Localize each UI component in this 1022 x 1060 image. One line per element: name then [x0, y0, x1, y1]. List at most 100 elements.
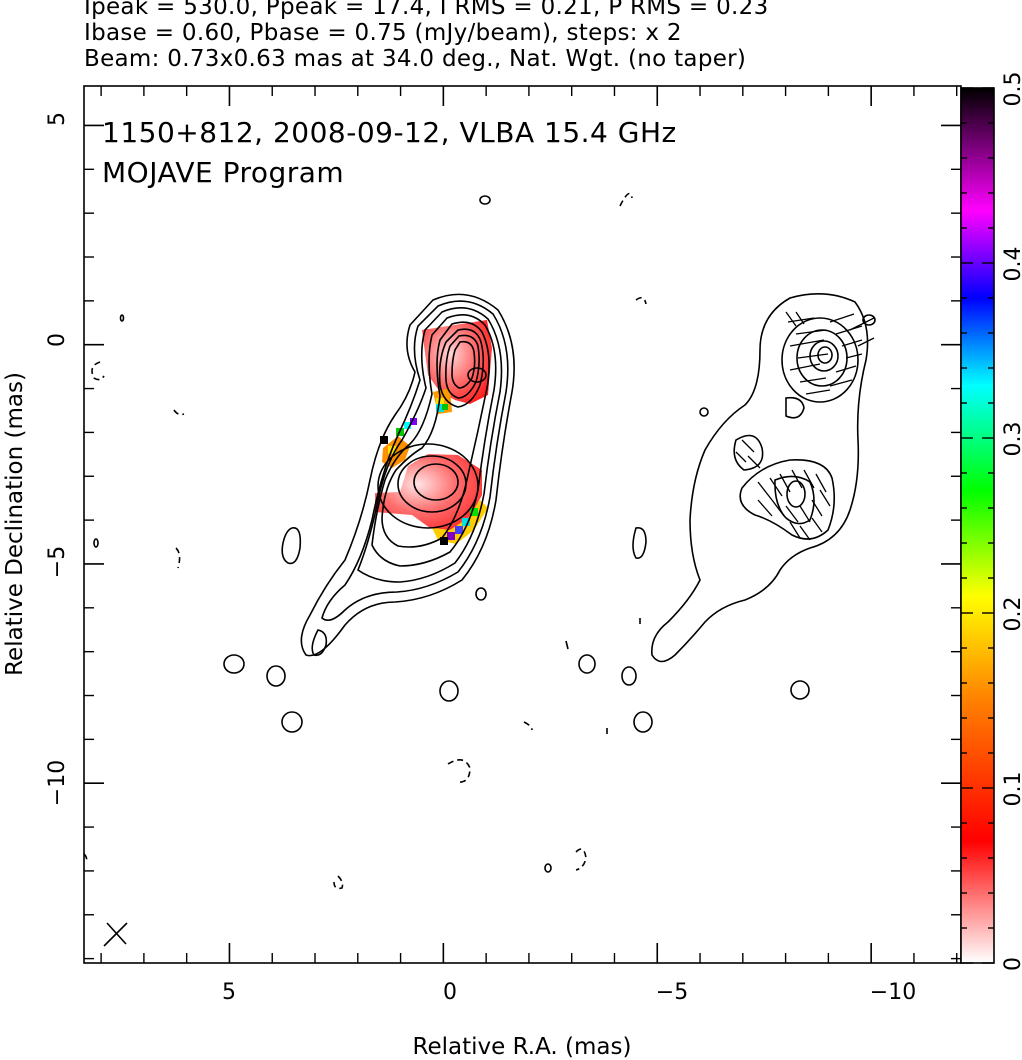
contour-noise-negative [447, 759, 471, 784]
contour-inner-2 [445, 334, 480, 399]
component-edge-pixel [455, 526, 463, 534]
contour-noise [223, 654, 245, 674]
x-tick-label: −5 [656, 980, 688, 1005]
y-tick-label: 0 [45, 333, 70, 347]
contour-noise-negative [635, 296, 647, 305]
contour-component-3 [413, 463, 459, 501]
pol-contour-core-2 [796, 329, 848, 387]
contour-outer-3 [357, 307, 503, 583]
contour-noise [565, 640, 569, 650]
beam-symbol [103, 922, 128, 947]
contour-noise-negative [91, 361, 105, 381]
pol-contour-component-3 [786, 480, 806, 508]
contour-noise-negative [619, 192, 633, 207]
core-edge-pixel [436, 404, 444, 412]
contour-inner-3 [451, 340, 476, 389]
contour-noise [266, 665, 286, 687]
contour-component-1 [377, 443, 479, 529]
contour-noise-negative [333, 875, 344, 890]
component-edge-pixel [470, 508, 478, 516]
contour-noise [281, 711, 303, 733]
x-tick-labels: 5 0 −5 −10 [222, 980, 916, 1005]
y-tick-label: 5 [45, 112, 70, 126]
core-edge-pixel [442, 404, 448, 410]
y-tick-labels: 5 0 −5 −10 [45, 112, 70, 806]
contour-outer-right [651, 293, 869, 663]
y-axis-label: Relative Declination (mas) [2, 372, 28, 676]
evpa-tick [735, 439, 761, 469]
plot-title: 1150+812, 2008-09-12, VLBA 15.4 GHz [102, 116, 677, 149]
x-tick-label: −10 [870, 980, 916, 1005]
contour-component-2 [397, 455, 467, 513]
contour-outer-1 [300, 293, 515, 657]
contour-noise [578, 654, 596, 674]
major-tick-marks [84, 86, 961, 963]
pol-contour-component-2 [774, 475, 815, 525]
intensity-contours-left [84, 195, 608, 890]
contour-noise [119, 314, 125, 322]
evpa-vectors [735, 311, 875, 541]
colorbar-tick-label: 0.2 [1001, 597, 1022, 632]
beam-minor-axis [106, 922, 127, 945]
x-axis-label: Relative R.A. (mas) [413, 1034, 632, 1060]
contour-noise [790, 680, 810, 700]
evpa-tick [785, 311, 805, 327]
colorbar-tick-labels: 0 0.1 0.2 0.3 0.4 0.5 [1001, 72, 1022, 972]
x-tick-label: 0 [443, 980, 457, 1005]
contour-noise-negative [175, 547, 181, 569]
contour-noise [93, 538, 99, 548]
polarization-contours-right [578, 192, 876, 733]
contour-noise [621, 666, 637, 686]
pol-contour-knot [733, 434, 764, 471]
contour-noise-negative [575, 848, 587, 871]
contour-noise [475, 587, 487, 601]
contour-noise-negative [523, 721, 533, 731]
contour-outer-2 [321, 300, 509, 621]
y-tick-label: −10 [45, 760, 70, 806]
contour-noise-negative [173, 409, 185, 416]
pol-contour-component-1 [739, 459, 836, 540]
contour-noise [632, 526, 647, 559]
component-edge-pixel [462, 518, 470, 526]
colorbar-tick-label: 0.1 [1001, 772, 1022, 807]
contour-mid-2 [381, 321, 490, 548]
contour-inner-1 [438, 328, 485, 408]
y-tick-label: −5 [45, 546, 70, 578]
evpa-tick [849, 317, 875, 347]
contour-noise [544, 863, 552, 873]
contour-mid-1 [371, 313, 497, 567]
contour-noise [633, 711, 653, 733]
component-edge-pixel [380, 436, 388, 444]
header-line-base: Ibase = 0.60, Pbase = 0.75 (mJy/beam), s… [84, 20, 682, 46]
colorbar [960, 87, 995, 964]
colorbar-tick-label: 0 [1001, 957, 1022, 971]
contour-noise [862, 314, 876, 326]
colorbar-tick-label: 0.3 [1001, 422, 1022, 457]
x-tick-label: 5 [222, 980, 236, 1005]
contour-noise [479, 195, 491, 205]
contour-noise [281, 527, 302, 565]
contour-core-peak [467, 367, 487, 383]
colorbar-tick-label: 0.5 [1001, 72, 1022, 107]
contour-noise [439, 680, 459, 702]
component-edge-pixel [447, 532, 455, 540]
evpa-tick [757, 469, 827, 501]
evpa-tick [829, 313, 863, 387]
colorbar-tick-marks [961, 87, 994, 964]
minor-tick-marks [84, 86, 961, 963]
evpa-tick [757, 489, 831, 523]
colorbar-tick-label: 0.4 [1001, 247, 1022, 282]
plot-header: Ipeak = 530.0, Ppeak = 17.4, I RMS = 0.2… [84, 0, 984, 72]
header-line-beam: Beam: 0.73x0.63 mas at 34.0 deg., Nat. W… [84, 46, 747, 72]
pol-contour-core-1 [781, 317, 859, 403]
contour-noise [311, 629, 328, 657]
beam-major-axis [103, 922, 128, 947]
component-edge-pixel [410, 418, 417, 425]
evpa-tick [789, 517, 823, 541]
component-edge-pixel [404, 422, 411, 429]
contour-noise [699, 407, 709, 417]
pol-contour-knot [785, 396, 805, 419]
header-line-peaks: Ipeak = 530.0, Ppeak = 17.4, I RMS = 0.2… [84, 0, 769, 20]
component-edge-pixel [440, 537, 448, 545]
